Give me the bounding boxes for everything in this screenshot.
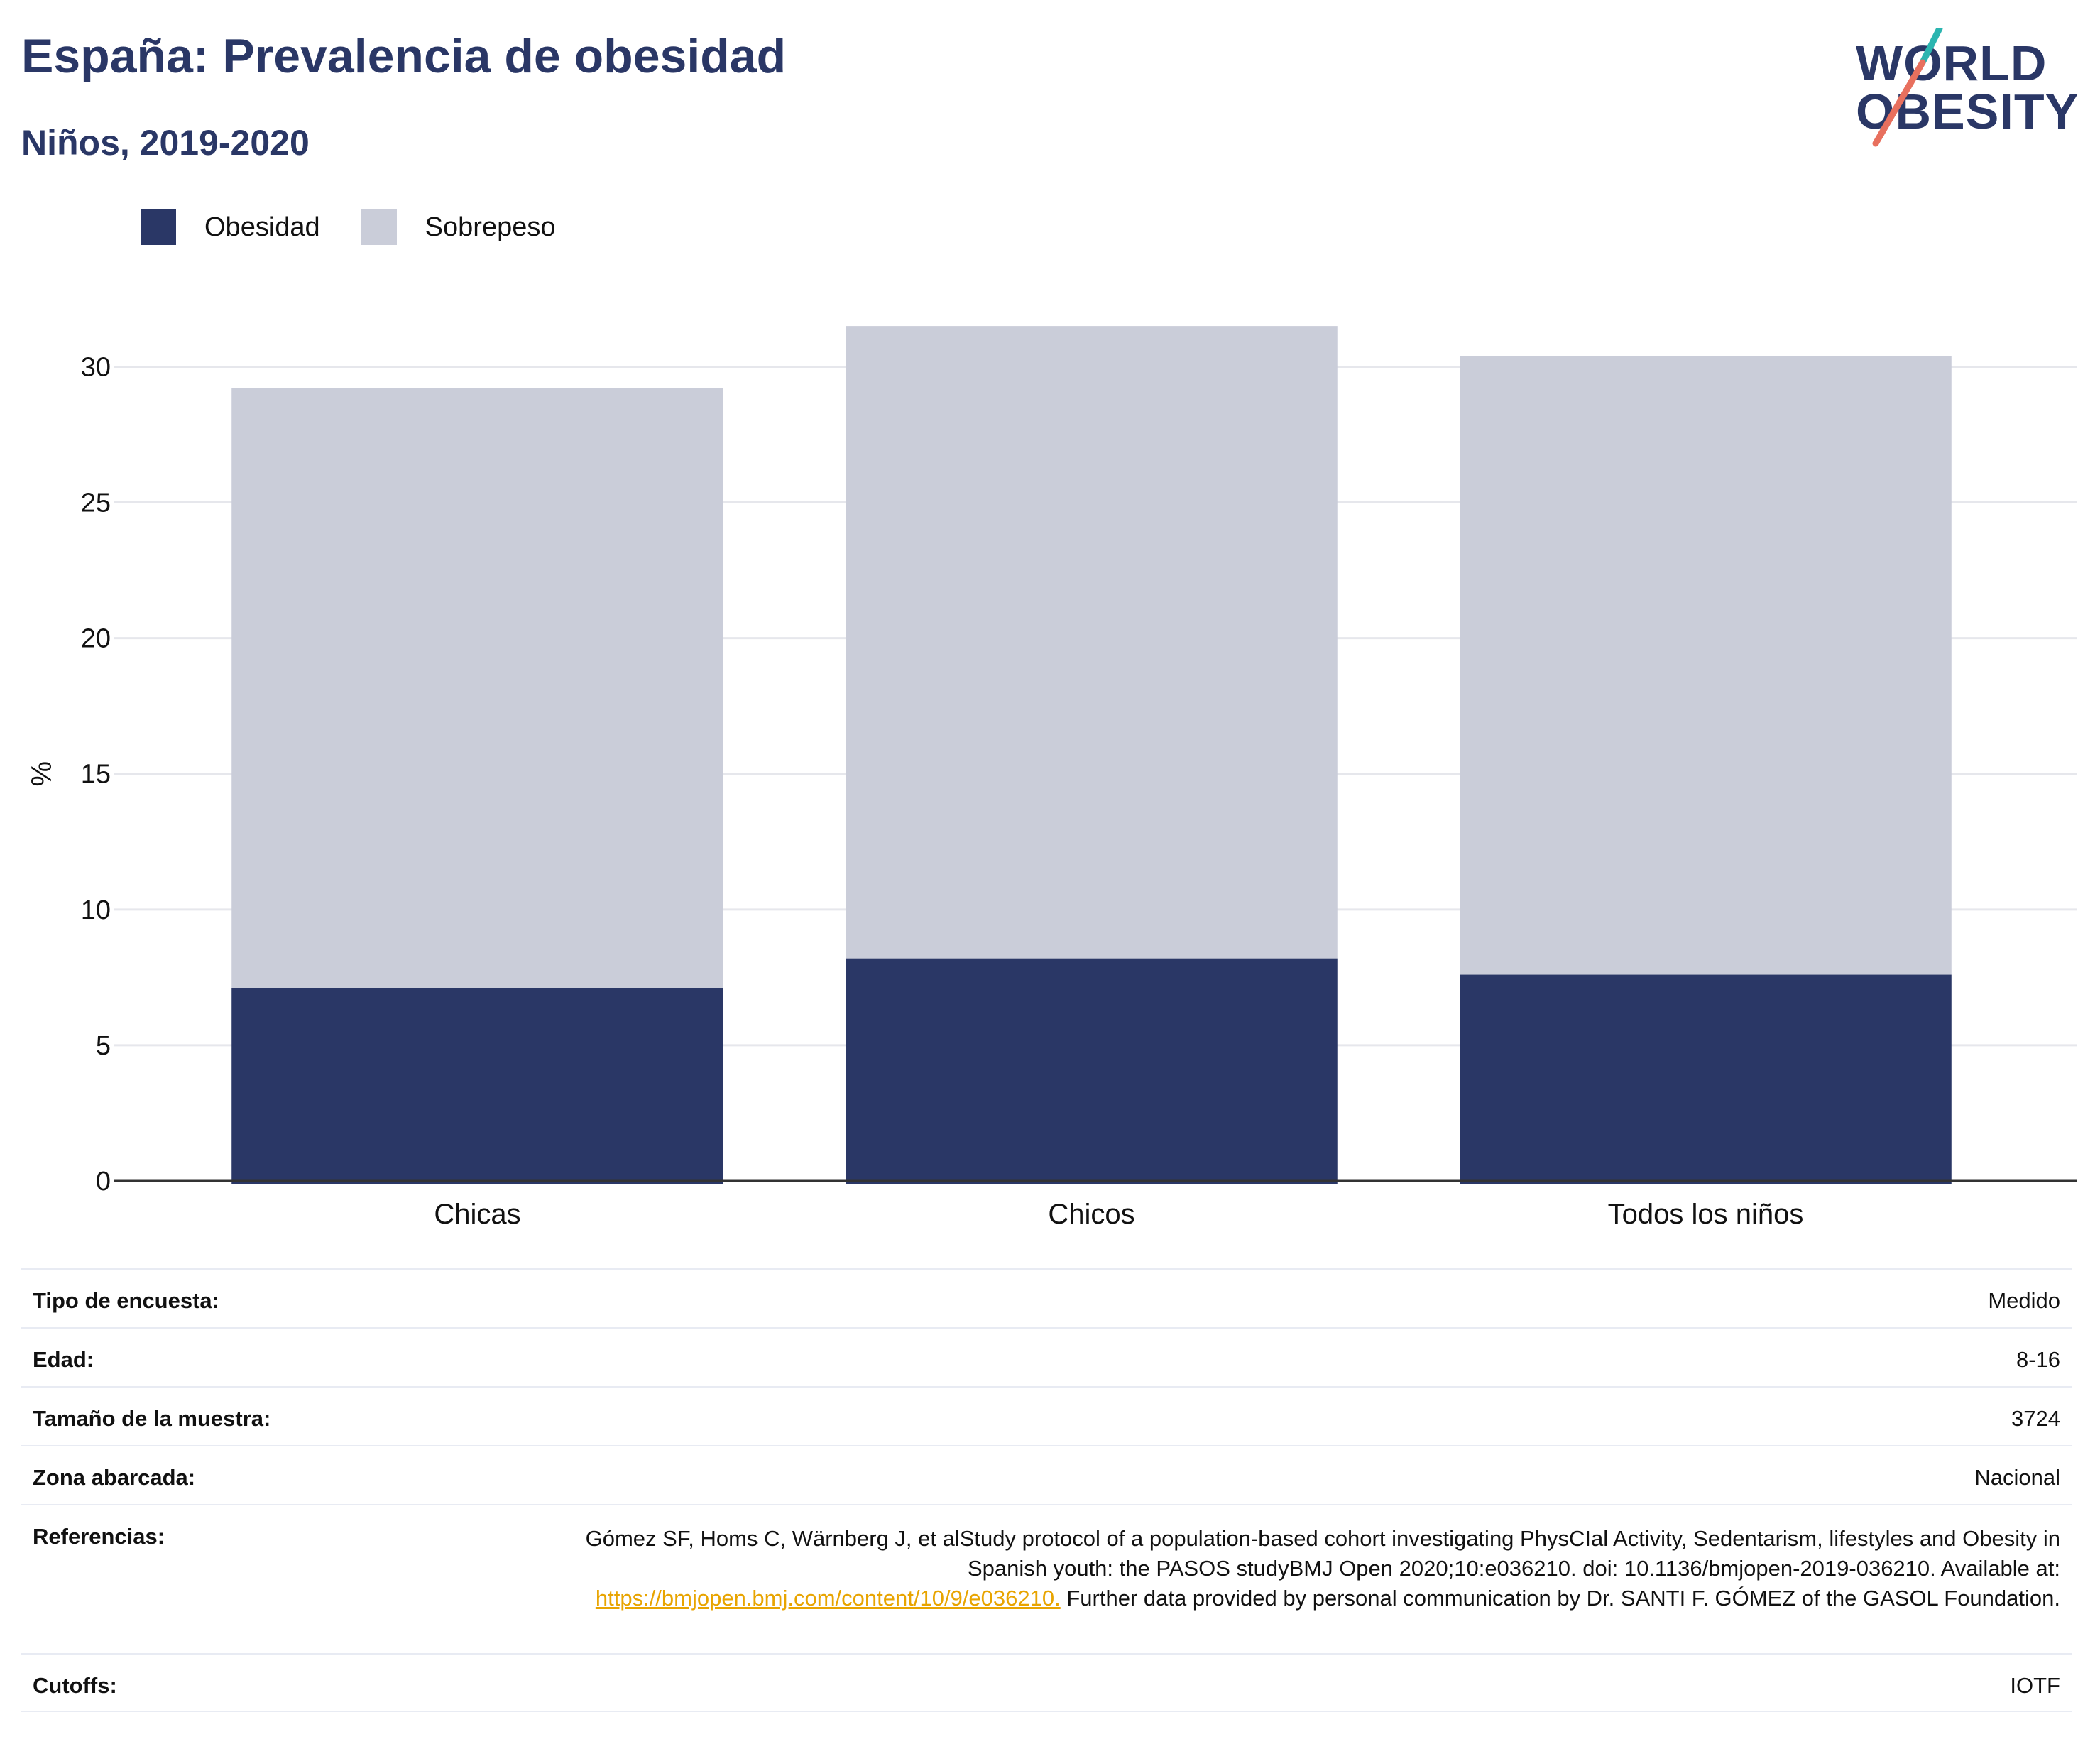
- legend-swatch-obesidad: [141, 209, 176, 245]
- y-tick-label: 10: [81, 895, 111, 925]
- info-key: Tipo de encuesta:: [33, 1288, 219, 1313]
- y-tick-label: 15: [81, 760, 111, 790]
- bar-obesidad-2: [1460, 974, 1952, 1184]
- info-row-edad: Edad: 8-16: [21, 1327, 2072, 1386]
- info-key: Referencias:: [33, 1524, 165, 1549]
- x-tick-label: Chicos: [1048, 1199, 1134, 1230]
- legend-item-obesidad[interactable]: Obesidad: [141, 209, 320, 245]
- info-value: IOTF: [2010, 1673, 2060, 1698]
- page-title: España: Prevalencia de obesidad: [21, 29, 787, 83]
- info-value: 3724: [2011, 1406, 2060, 1431]
- legend-item-sobrepeso[interactable]: Sobrepeso: [361, 209, 556, 245]
- y-axis-label: %: [26, 761, 58, 787]
- legend-label-obesidad: Obesidad: [204, 212, 320, 242]
- info-row-cutoffs: Cutoffs: IOTF: [21, 1653, 2072, 1712]
- bar-obesidad-0: [231, 988, 723, 1184]
- y-tick-label: 30: [81, 352, 111, 382]
- logo-line-1: WORLD: [1856, 36, 2047, 91]
- legend-swatch-sobrepeso: [361, 209, 397, 245]
- y-tick-label: 0: [96, 1167, 111, 1197]
- y-tick-label: 5: [96, 1031, 111, 1061]
- bar-obesidad-1: [846, 958, 1338, 1184]
- x-tick-label: Todos los niños: [1608, 1199, 1804, 1230]
- chart-legend: Obesidad Sobrepeso: [141, 209, 596, 245]
- info-value: 8-16: [2016, 1347, 2060, 1372]
- info-key: Edad:: [33, 1347, 94, 1372]
- bar-sobrepeso-0: [231, 388, 723, 988]
- x-tick-label: Chicas: [434, 1199, 520, 1230]
- info-key: Cutoffs:: [33, 1673, 117, 1698]
- info-row-tipo: Tipo de encuesta: Medido: [21, 1268, 2072, 1327]
- references-link[interactable]: https://bmjopen.bmj.com/content/10/9/e03…: [595, 1586, 1061, 1611]
- info-key: Zona abarcada:: [33, 1465, 196, 1490]
- bar-sobrepeso-1: [846, 326, 1338, 959]
- references-text-after: Further data provided by personal commun…: [1060, 1586, 2060, 1611]
- page-subtitle: Niños, 2019-2020: [21, 123, 310, 163]
- logo-slash-icon: [1872, 28, 1943, 147]
- y-tick-label: 20: [81, 624, 111, 654]
- y-tick-label: 25: [81, 489, 111, 518]
- info-row-zona: Zona abarcada: Nacional: [21, 1445, 2072, 1504]
- info-row-muestra: Tamaño de la muestra: 3724: [21, 1386, 2072, 1445]
- bar-sobrepeso-2: [1460, 356, 1952, 975]
- info-value: Medido: [1988, 1288, 2060, 1313]
- legend-label-sobrepeso: Sobrepeso: [425, 212, 556, 242]
- info-table: Tipo de encuesta: Medido Edad: 8-16 Tama…: [21, 1268, 2072, 1712]
- bar-chart: 0 5 10 15 20 25 30% Chicas Chicos Todos los niños: [26, 326, 2077, 1230]
- info-value: Nacional: [1974, 1465, 2060, 1490]
- info-row-referencias: Referencias: Gómez SF, Homs C, Wärnberg …: [21, 1504, 2072, 1653]
- info-key: Tamaño de la muestra:: [33, 1406, 271, 1431]
- references-text: Gómez SF, Homs C, Wärnberg J, et alStudy…: [534, 1524, 2060, 1613]
- references-text-before: Gómez SF, Homs C, Wärnberg J, et alStudy…: [585, 1526, 2060, 1581]
- world-obesity-logo: WORLD OBESITY: [1853, 28, 2080, 149]
